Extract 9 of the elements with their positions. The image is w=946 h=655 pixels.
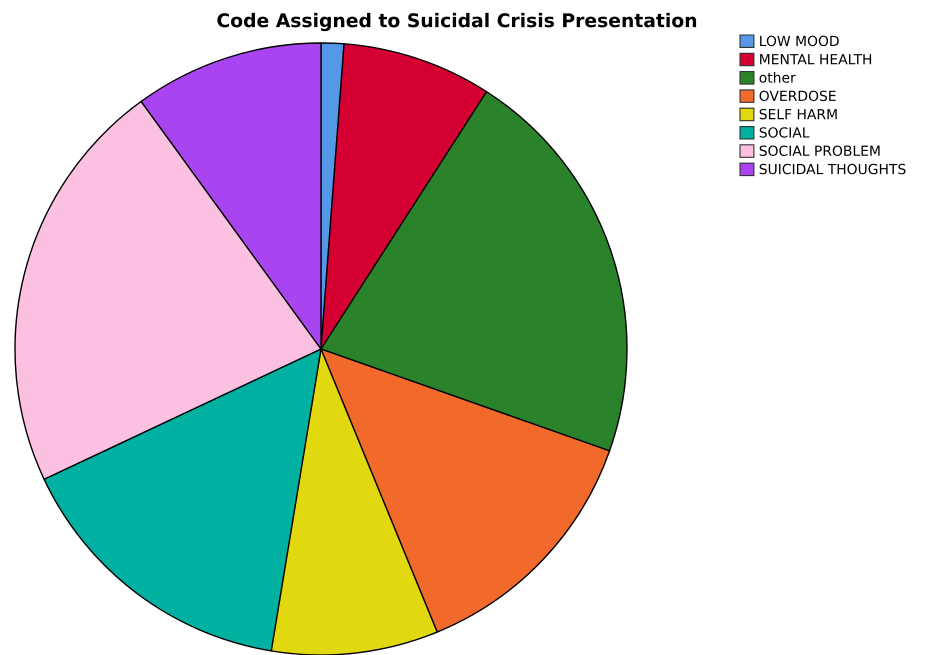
- chart-title: Code Assigned to Suicidal Crisis Presentation: [217, 12, 696, 32]
- legend-label: LOW MOOD: [760, 36, 839, 46]
- legend-label: SUICIDAL THOUGHTS: [760, 164, 906, 174]
- legend-label: SOCIAL: [760, 127, 810, 138]
- legend-label: other: [760, 72, 796, 83]
- legend-label: MENTAL HEALTH: [760, 54, 872, 64]
- legend-label: SELF HARM: [760, 108, 837, 120]
- legend-label: OVERDOSE: [760, 90, 836, 102]
- legend-label: SOCIAL PROBLEM: [760, 145, 880, 156]
